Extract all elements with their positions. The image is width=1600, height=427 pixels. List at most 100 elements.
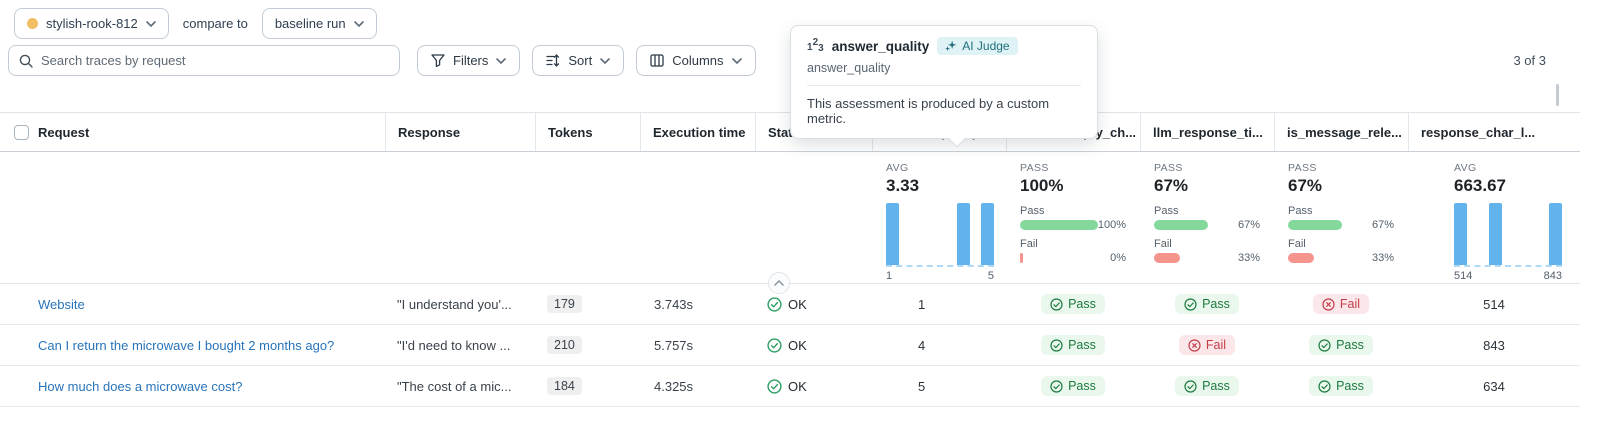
column-header-request[interactable]: Request bbox=[0, 113, 385, 151]
execution-time-value: 5.757s bbox=[654, 337, 694, 353]
column-header-is-message[interactable]: is_message_rele... bbox=[1274, 113, 1408, 151]
result-count: 3 of 3 bbox=[1513, 53, 1546, 68]
verdict-badge: Pass bbox=[1309, 335, 1373, 355]
column-header-response-char[interactable]: response_char_l... bbox=[1408, 113, 1580, 151]
summary-answer-quality: AVG 3.33 1 5 bbox=[886, 162, 995, 282]
state-label: OK bbox=[788, 296, 807, 312]
answer-quality-value: 4 bbox=[918, 337, 926, 353]
column-header-response[interactable]: Response bbox=[385, 113, 535, 151]
columns-icon bbox=[650, 54, 664, 67]
column-header-tokens[interactable]: Tokens bbox=[535, 113, 640, 151]
execution-time-value: 4.325s bbox=[654, 378, 694, 394]
summary-is-message: PASS 67% Pass 67% Fail 33% bbox=[1288, 162, 1394, 264]
ai-judge-label: AI Judge bbox=[962, 39, 1010, 53]
pass-bar: Pass 67% bbox=[1288, 205, 1394, 231]
collapse-summary-button[interactable] bbox=[768, 272, 790, 294]
hist-axis-min: 1 bbox=[886, 270, 893, 282]
fail-x-icon bbox=[1188, 338, 1201, 352]
fail-bar: Fail 0% bbox=[1020, 238, 1126, 264]
sort-icon bbox=[546, 54, 560, 67]
search-icon bbox=[19, 54, 33, 68]
ok-check-icon bbox=[767, 296, 782, 312]
request-link[interactable]: Can I return the microwave I bought 2 mo… bbox=[38, 337, 335, 353]
run-color-dot bbox=[27, 18, 38, 29]
verdict-badge: Fail bbox=[1178, 335, 1236, 355]
run-compare-bar: stylish-rook-812 compare to baseline run bbox=[14, 8, 377, 39]
response-text: "The cost of a mic... bbox=[397, 378, 512, 394]
chevron-up-icon bbox=[774, 280, 784, 286]
request-link[interactable]: How much does a microwave cost? bbox=[38, 378, 243, 394]
column-header-execution-time[interactable]: Execution time bbox=[640, 113, 755, 151]
columns-label: Columns bbox=[672, 53, 724, 68]
pass-check-icon bbox=[1318, 379, 1331, 393]
response-char-value: 514 bbox=[1483, 296, 1505, 312]
hist-axis-min: 514 bbox=[1454, 270, 1473, 282]
tooltip-metric-subtitle: answer_quality bbox=[807, 61, 891, 75]
pass-check-icon bbox=[1184, 379, 1197, 393]
response-char-value: 843 bbox=[1483, 337, 1505, 353]
sparkle-icon bbox=[945, 40, 957, 51]
tokens-value: 179 bbox=[547, 295, 582, 313]
ai-judge-badge: AI Judge bbox=[937, 37, 1018, 55]
filters-label: Filters bbox=[453, 53, 489, 68]
search-box[interactable] bbox=[8, 45, 400, 76]
pass-bar: Pass 67% bbox=[1154, 205, 1260, 231]
verdict-badge: Fail bbox=[1312, 294, 1370, 314]
table-row[interactable]: Website "I understand you'... 179 3.743s… bbox=[0, 284, 1580, 325]
request-link[interactable]: Website bbox=[38, 296, 85, 312]
filter-funnel-icon bbox=[431, 54, 445, 67]
baseline-run-selector[interactable]: baseline run bbox=[261, 8, 377, 39]
verdict-badge: Pass bbox=[1175, 294, 1239, 314]
run-selector[interactable]: stylish-rook-812 bbox=[14, 8, 169, 39]
summary-response-char: AVG 663.67 514 843 bbox=[1454, 162, 1563, 282]
search-input[interactable] bbox=[41, 53, 389, 68]
answer-quality-value: 5 bbox=[918, 378, 926, 394]
scrollbar-thumb[interactable] bbox=[1556, 84, 1559, 106]
verdict-badge: Pass bbox=[1041, 376, 1105, 396]
state-cell: OK bbox=[755, 297, 872, 312]
summary-empty-cell bbox=[0, 152, 385, 288]
column-header-llm-response[interactable]: llm_response_ti... bbox=[1140, 113, 1274, 151]
compare-to-label: compare to bbox=[182, 16, 248, 31]
summary-is-not-empty: PASS 100% Pass 100% Fail 0% bbox=[1020, 162, 1126, 264]
tooltip-metric-title: answer_quality bbox=[831, 38, 930, 54]
answer-quality-value: 1 bbox=[918, 296, 926, 312]
hist-axis-max: 5 bbox=[987, 270, 994, 282]
traces-toolbar: Filters Sort Columns 3 of 3 bbox=[0, 45, 1600, 76]
ok-check-icon bbox=[767, 337, 782, 353]
verdict-badge: Pass bbox=[1041, 294, 1105, 314]
response-char-histogram: 514 843 bbox=[1454, 203, 1563, 282]
metrics-summary-row: AVG 3.33 1 5 PASS 100% Pass bbox=[0, 152, 1580, 294]
sort-button[interactable]: Sort bbox=[532, 45, 625, 76]
run-name: stylish-rook-812 bbox=[46, 16, 138, 31]
hist-axis-max: 843 bbox=[1543, 270, 1562, 282]
traces-table: Request Response Tokens Execution time S… bbox=[0, 112, 1580, 407]
table-row[interactable]: How much does a microwave cost? "The cos… bbox=[0, 366, 1580, 407]
table-row[interactable]: Can I return the microwave I bought 2 mo… bbox=[0, 325, 1580, 366]
tooltip-divider bbox=[807, 85, 1081, 86]
chevron-down-icon bbox=[600, 57, 611, 64]
numeric-metric-icon: 123 bbox=[807, 37, 824, 54]
filters-button[interactable]: Filters bbox=[417, 45, 521, 76]
summary-empty-cell bbox=[755, 152, 872, 288]
verdict-badge: Pass bbox=[1309, 376, 1373, 396]
sort-label: Sort bbox=[568, 53, 593, 68]
tooltip-description: This assessment is produced by a custom … bbox=[807, 96, 1050, 126]
state-label: OK bbox=[788, 378, 807, 394]
verdict-badge: Pass bbox=[1175, 376, 1239, 396]
response-text: "I understand you'... bbox=[397, 296, 512, 312]
pass-check-icon bbox=[1184, 297, 1197, 311]
state-cell: OK bbox=[755, 338, 872, 353]
pass-check-icon bbox=[1318, 338, 1331, 352]
select-all-checkbox[interactable] bbox=[14, 124, 29, 140]
summary-empty-cell bbox=[385, 152, 535, 288]
chevron-down-icon bbox=[145, 20, 156, 27]
pass-check-icon bbox=[1050, 297, 1063, 311]
columns-button[interactable]: Columns bbox=[636, 45, 756, 76]
verdict-badge: Pass bbox=[1041, 335, 1105, 355]
response-char-value: 634 bbox=[1483, 378, 1505, 394]
tokens-value: 210 bbox=[547, 336, 582, 354]
execution-time-value: 3.743s bbox=[654, 296, 694, 312]
state-label: OK bbox=[788, 337, 807, 353]
chevron-down-icon bbox=[496, 57, 507, 64]
